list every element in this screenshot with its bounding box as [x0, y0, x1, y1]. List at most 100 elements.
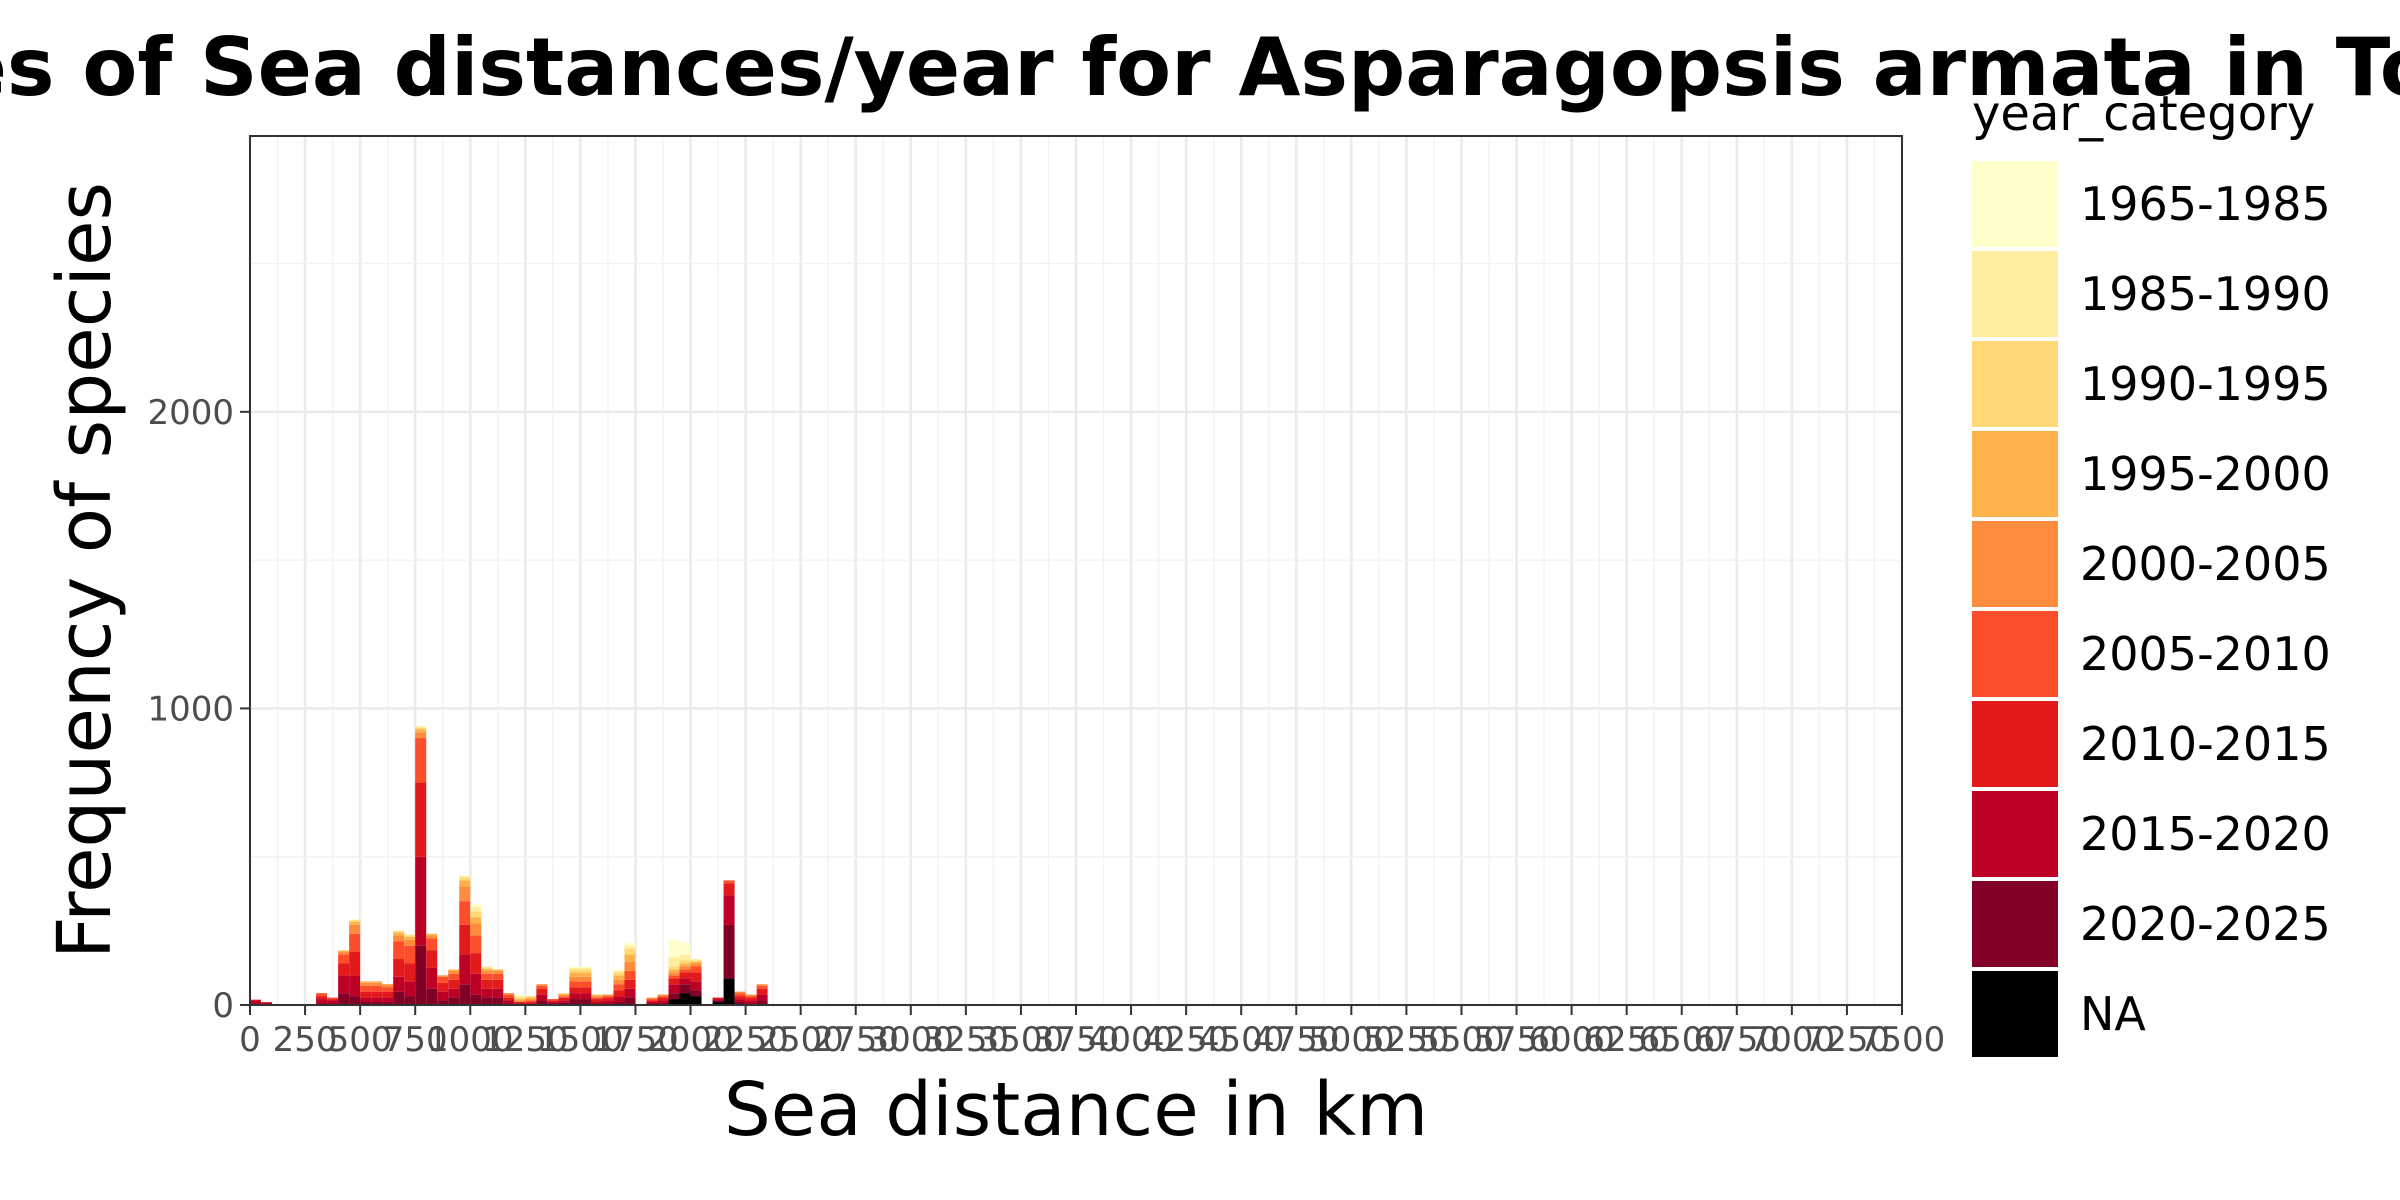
bar-segment: [349, 975, 361, 997]
bar-segment: [525, 999, 537, 1001]
bar-segment: [668, 939, 680, 958]
bar-segment: [371, 985, 383, 992]
legend-key: [1972, 971, 2058, 1057]
bar-segment: [734, 1002, 746, 1005]
legend-label: 2015-2020: [2080, 807, 2331, 861]
bar-segment: [569, 969, 581, 973]
bar-segment: [646, 1000, 658, 1003]
x-tick-label: 7500: [1859, 1020, 1946, 1060]
bar-segment: [536, 985, 548, 989]
bar-segment: [712, 1000, 724, 1003]
bar-segment: [481, 968, 493, 971]
legend-label: NA: [2080, 987, 2146, 1041]
bar-segment: [415, 726, 427, 728]
bar-segment: [756, 988, 768, 995]
bar-segment: [261, 1002, 273, 1005]
bar-segment: [316, 996, 328, 1000]
x-tick-label: 0: [239, 1020, 261, 1060]
bar-segment: [679, 954, 691, 961]
bar-segment: [547, 1002, 559, 1004]
bar-segment: [492, 973, 504, 980]
bar-segment: [459, 880, 471, 887]
bar-segment: [426, 950, 438, 968]
bar-segment: [349, 920, 361, 922]
y-axis-title: Frequency of species: [42, 182, 128, 959]
bar-segment: [459, 924, 471, 955]
bar-segment: [470, 904, 482, 908]
bar-segment: [525, 1000, 537, 1003]
bar-segment: [448, 970, 460, 974]
x-tick-label: 7000: [1749, 1020, 1836, 1060]
bar-segment: [470, 923, 482, 936]
bar-segment: [723, 883, 735, 896]
bar-segment: [646, 1002, 658, 1004]
bar-segment: [756, 984, 768, 986]
bar-segment: [525, 996, 537, 998]
x-tick-label: 2500: [757, 1020, 844, 1060]
bar-segment: [415, 856, 427, 946]
chart-title: Frequencies of Sea distances/year for As…: [0, 21, 2400, 114]
bar-segment: [624, 948, 636, 955]
bar-segment: [679, 969, 691, 973]
bar-segment: [404, 939, 416, 946]
bar-segment: [690, 981, 702, 991]
bar-segment: [470, 907, 482, 912]
x-tick-label: 6000: [1528, 1020, 1615, 1060]
bar-segment: [338, 975, 350, 994]
bar-segment: [338, 963, 350, 976]
bar-segment: [558, 994, 570, 995]
legend-title: year_category: [1972, 86, 2315, 142]
bar-segment: [382, 991, 394, 998]
bar-segment: [657, 997, 669, 1001]
legend: year_category 1965-1985 1985-1990 1990-199…: [1972, 86, 2331, 1057]
bar-segment: [371, 981, 383, 983]
bar-segment: [437, 1000, 449, 1005]
bar-segment: [536, 988, 548, 995]
x-tick-label: 7250: [1804, 1020, 1891, 1060]
bar-segment: [514, 1002, 526, 1004]
bar-segment: [415, 738, 427, 783]
bar-segment: [657, 994, 669, 997]
bar-segment: [558, 994, 570, 997]
bar-segment: [393, 976, 405, 992]
legend-key: [1972, 791, 2058, 877]
bar-segment: [426, 967, 438, 989]
bar-segment: [569, 976, 581, 982]
grid-lines: [248, 136, 1904, 1007]
bar-segment: [668, 993, 680, 1000]
legend-key: [1972, 341, 2058, 427]
bar-segment: [679, 993, 691, 1005]
bar-segment: [668, 957, 680, 967]
bar-segment: [349, 921, 361, 925]
bar-segment: [657, 996, 669, 998]
bar-segment: [481, 988, 493, 998]
bar-segment: [569, 967, 581, 970]
x-tick-label: 2750: [812, 1020, 899, 1060]
bar-segment: [668, 975, 680, 979]
bar-segment: [690, 960, 702, 962]
bar-segment: [624, 942, 636, 946]
bar-segment: [382, 984, 394, 988]
bar-segment: [393, 941, 405, 960]
bar-segment: [591, 996, 603, 998]
x-axis-title: Sea distance in km: [724, 1067, 1428, 1153]
bar-segment: [536, 984, 548, 986]
bar-segment: [536, 1000, 548, 1005]
bar-segment: [448, 973, 460, 980]
bar-segment: [349, 951, 361, 976]
bar-segment: [668, 969, 680, 973]
bar-segment: [481, 967, 493, 969]
bar-segment: [624, 970, 636, 980]
bar-segment: [668, 984, 680, 994]
bar-segment: [415, 727, 427, 730]
x-tick-label: 750: [383, 1020, 448, 1060]
bar-segment: [393, 935, 405, 942]
bar-segment: [745, 996, 757, 998]
legend-label: 1985-1990: [2080, 267, 2331, 321]
x-tick-label: 5000: [1308, 1020, 1395, 1060]
bar-segment: [613, 970, 625, 973]
bar-segment: [382, 997, 394, 1003]
bar-segment: [371, 991, 383, 998]
bar-segment: [404, 934, 416, 936]
axis-ticks: 0 250500750100012501500175020002250250027…: [147, 393, 1945, 1060]
